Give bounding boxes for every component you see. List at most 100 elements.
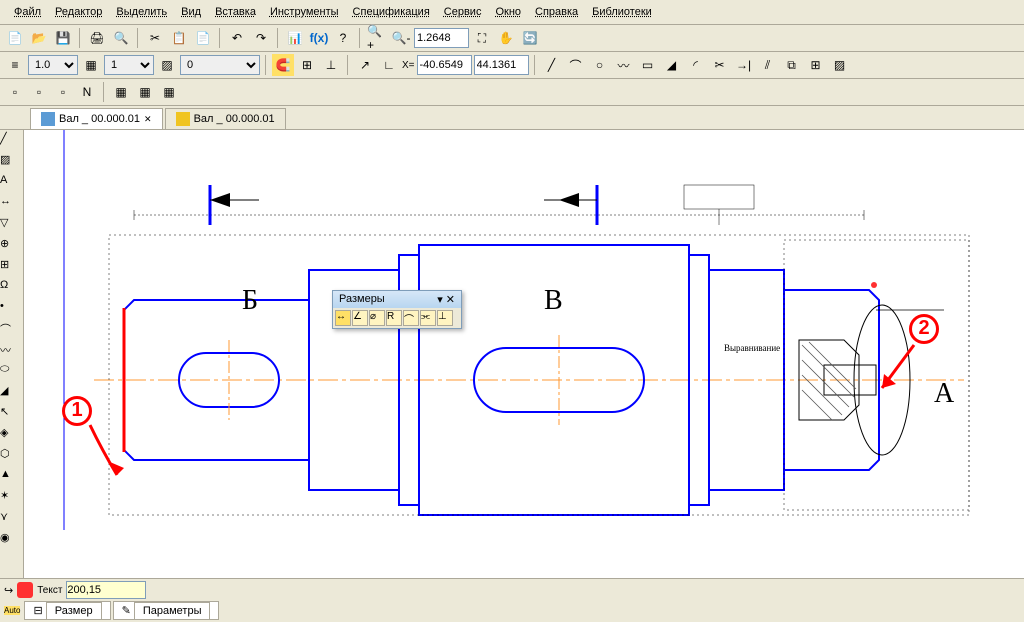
tool-hatch[interactable]: ▨ [829,54,851,76]
lt-mark[interactable]: ◉ [0,531,22,551]
tool-circle[interactable]: ○ [589,54,611,76]
tool-chamfer[interactable]: ◢ [661,54,683,76]
view-btn-1[interactable]: ▫ [4,81,26,103]
lt-dim[interactable]: ↔ [0,195,22,215]
menu-service[interactable]: Сервис [438,4,488,20]
coord-x-input[interactable] [417,55,472,75]
style-select[interactable]: 0 [180,55,260,75]
lt-arc2[interactable]: ⌒ [0,321,22,341]
lt-leader[interactable]: ↖ [0,405,22,425]
view-btn-3[interactable]: ▫ [52,81,74,103]
tool-array[interactable]: ⊞ [805,54,827,76]
grid-button[interactable]: ⊞ [296,54,318,76]
auto-icon[interactable]: Auto [4,606,20,615]
layer-select[interactable]: 1 [104,55,154,75]
line-style-icon[interactable]: ≡ [4,54,26,76]
lt-ellipse[interactable]: ⬭ [0,363,22,383]
view-btn-5[interactable]: ▦ [110,81,132,103]
lt-symbol[interactable]: Ω [0,279,22,299]
layer-icon[interactable]: ▦ [80,54,102,76]
lt-table[interactable]: ⊞ [0,258,22,278]
menu-insert[interactable]: Вставка [209,4,262,20]
zoom-fit-button[interactable]: ⛶ [471,27,493,49]
view-btn-6[interactable]: ▦ [134,81,156,103]
tab-2[interactable]: Вал _ 00.000.01 [165,108,286,129]
lt-axis[interactable]: ⊕ [0,237,22,257]
coord-y-input[interactable] [474,55,529,75]
menu-editor[interactable]: Редактор [49,4,108,20]
dim-arc[interactable]: ⌒ [403,310,419,326]
dim-chain[interactable]: ⫘ [420,310,436,326]
dim-angular[interactable]: ∠ [352,310,368,326]
pan-button[interactable]: ✋ [495,27,517,49]
print-button[interactable]: 🖨 [86,27,108,49]
cut-button[interactable]: ✂ [144,27,166,49]
tool-extend[interactable]: →| [733,54,755,76]
tab-1[interactable]: Вал _ 00.000.01 ✕ [30,108,163,129]
variables-button[interactable]: f(x) [308,27,330,49]
menu-select[interactable]: Выделить [110,4,173,20]
lt-rough[interactable]: ▽ [0,216,22,236]
menu-view[interactable]: Вид [175,4,207,20]
zoom-in-button[interactable]: 🔍+ [366,27,388,49]
lt-base[interactable]: ▲ [0,468,22,488]
menu-window[interactable]: Окно [489,4,527,20]
view-btn-2[interactable]: ▫ [28,81,50,103]
lt-chamfer2[interactable]: ◢ [0,384,22,404]
text-input[interactable] [66,581,146,599]
dim-linear[interactable]: ↔ [335,310,351,326]
redo-button[interactable]: ↷ [250,27,272,49]
zoom-input[interactable] [414,28,469,48]
tool-mirror[interactable]: ⧉ [781,54,803,76]
line-width-select[interactable]: 1.0 [28,55,78,75]
lt-weld[interactable]: ⋎ [0,510,22,530]
coord-button[interactable]: ↗ [354,54,376,76]
undo-button[interactable]: ↶ [226,27,248,49]
help-button[interactable]: ? [332,27,354,49]
menu-spec[interactable]: Спецификация [347,4,436,20]
tool-spline[interactable]: 〰 [613,54,635,76]
menu-file[interactable]: Файл [8,4,47,20]
arrow-icon[interactable]: ↪ [4,584,13,597]
dimensions-panel[interactable]: Размеры ▾ ✕ ↔ ∠ ⌀ R ⌒ ⫘ ⊥ [332,290,462,329]
menu-libs[interactable]: Библиотеки [586,4,658,20]
menu-help[interactable]: Справка [529,4,584,20]
lt-hatch[interactable]: ▨ [0,153,22,173]
tool-trim[interactable]: ✂ [709,54,731,76]
stop-button[interactable] [17,582,33,598]
lt-spline2[interactable]: 〰 [0,342,22,362]
tool-fillet[interactable]: ◜ [685,54,707,76]
properties-button[interactable]: 📊 [284,27,306,49]
view-btn-7[interactable]: ▦ [158,81,180,103]
new-button[interactable]: 📄 [4,27,26,49]
tool-line[interactable]: ╱ [541,54,563,76]
panel-controls[interactable]: ▾ ✕ [437,293,455,306]
snap-button[interactable]: 🧲 [272,54,294,76]
lt-text[interactable]: A [0,174,22,194]
tool-rect[interactable]: ▭ [637,54,659,76]
menu-tools[interactable]: Инструменты [264,4,345,20]
paste-button[interactable]: 📄 [192,27,214,49]
ortho-button[interactable]: ⊥ [320,54,342,76]
lt-center[interactable]: ✶ [0,489,22,509]
dim-diameter[interactable]: ⌀ [369,310,385,326]
tool-arc[interactable]: ⌒ [565,54,587,76]
canvas[interactable]: Б В А Выравнивание 1 2 Размеры [24,130,1024,578]
bottom-tab-dim[interactable]: ⊟ Размер [24,601,110,620]
dim-radius[interactable]: R [386,310,402,326]
tool-offset[interactable]: ⫽ [757,54,779,76]
view-btn-4[interactable]: N [76,81,98,103]
lt-datum[interactable]: ◈ [0,426,22,446]
close-icon[interactable]: ✕ [144,114,152,125]
origin-button[interactable]: ∟ [378,54,400,76]
refresh-button[interactable]: 🔄 [519,27,541,49]
lt-point[interactable]: • [0,300,22,320]
lt-geom[interactable]: ⬡ [0,447,22,467]
preview-button[interactable]: 🔍 [110,27,132,49]
zoom-out-button[interactable]: 🔍- [390,27,412,49]
save-button[interactable]: 💾 [52,27,74,49]
dim-ord[interactable]: ⊥ [437,310,453,326]
hatch-icon[interactable]: ▨ [156,54,178,76]
lt-line[interactable]: ╱ [0,132,22,152]
copy-button[interactable]: 📋 [168,27,190,49]
